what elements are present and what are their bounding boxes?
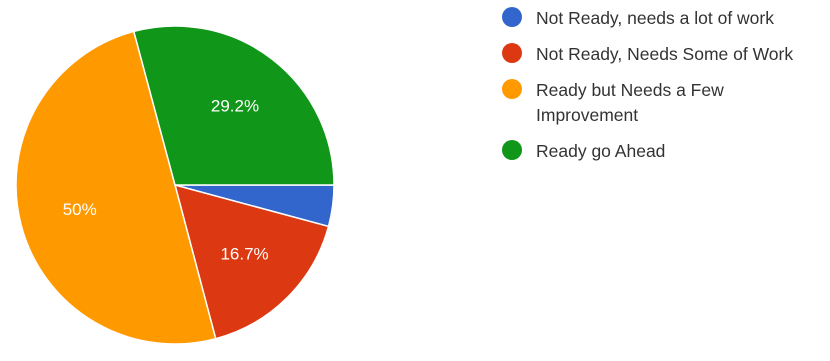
legend-item-1: Not Ready, Needs Some of Work	[502, 42, 828, 67]
pie-slice-2	[15, 30, 217, 345]
pie-slice-1	[173, 183, 330, 340]
legend-swatch	[502, 7, 522, 27]
legend-label: Ready go Ahead	[536, 141, 666, 161]
slice-data-label-2: 50%	[63, 200, 97, 219]
pie-svg: 16.7% 50% 29.2%	[15, 25, 335, 345]
legend-item-3: Ready go Ahead	[502, 139, 828, 164]
legend-label: Not Ready, needs a lot of work	[536, 8, 774, 28]
legend-swatch	[502, 43, 522, 63]
legend-item-0: Not Ready, needs a lot of work	[502, 6, 828, 31]
slice-data-label-3: 29.2%	[211, 96, 259, 115]
legend-swatch	[502, 140, 522, 160]
legend-item-2: Ready but Needs a Few Improvement	[502, 78, 828, 128]
legend-swatch	[502, 79, 522, 99]
pie-slice-3	[132, 25, 335, 186]
legend: Not Ready, needs a lot of work Not Ready,…	[502, 6, 828, 175]
legend-label: Ready but Needs a Few Improvement	[536, 80, 724, 125]
slice-data-label-1: 16.7%	[220, 244, 268, 263]
legend-label: Not Ready, Needs Some of Work	[536, 44, 794, 64]
